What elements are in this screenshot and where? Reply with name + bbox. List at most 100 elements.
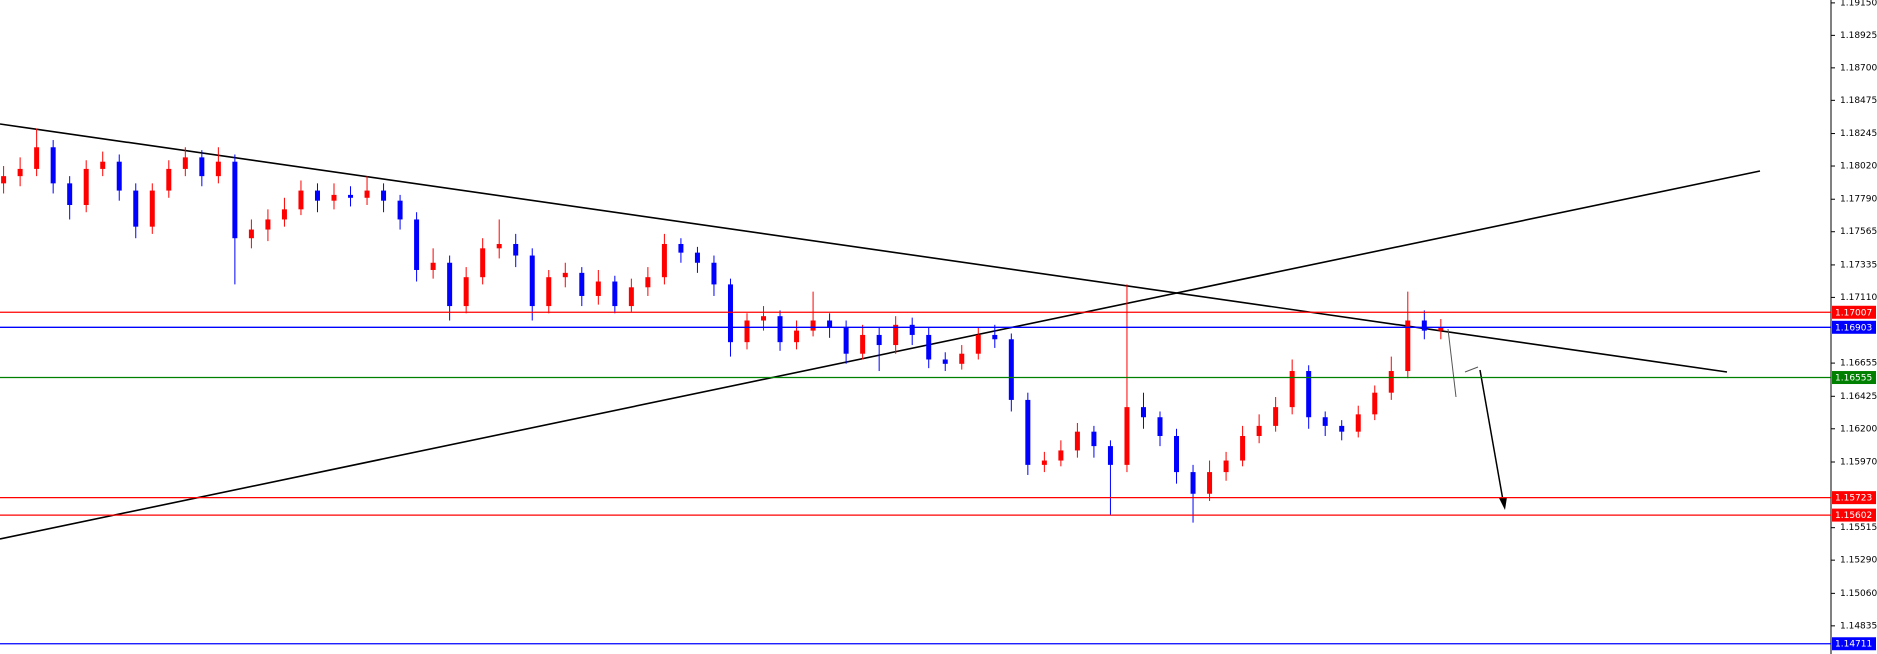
candle-body bbox=[248, 229, 254, 239]
candle-body bbox=[381, 190, 387, 201]
candle-body bbox=[1207, 472, 1213, 494]
candle-body bbox=[1091, 431, 1097, 447]
candle-body bbox=[694, 252, 700, 263]
candle-body bbox=[1289, 371, 1295, 408]
level-label-box bbox=[1832, 371, 1876, 385]
y-tick-label: 1.15060 bbox=[1840, 589, 1877, 599]
level-label: 1.14711 bbox=[1835, 640, 1872, 650]
candle-body bbox=[562, 272, 568, 278]
candle-body bbox=[1124, 407, 1130, 465]
candle-body bbox=[1372, 392, 1378, 415]
candle-body bbox=[232, 161, 238, 239]
level-label-box bbox=[1832, 305, 1876, 319]
candle-body bbox=[513, 243, 519, 256]
candle-body bbox=[727, 284, 733, 343]
y-tick-label: 1.18245 bbox=[1840, 129, 1877, 139]
candle-body bbox=[83, 168, 89, 206]
y-tick-label: 1.14835 bbox=[1840, 621, 1877, 631]
y-tick-label: 1.18925 bbox=[1840, 31, 1877, 41]
candle-body bbox=[959, 353, 965, 364]
candle-body bbox=[430, 262, 436, 270]
candle-body bbox=[1, 176, 7, 184]
candle-body bbox=[1256, 425, 1262, 436]
candle-body bbox=[1438, 327, 1444, 331]
candle-body bbox=[794, 330, 800, 343]
candle-body bbox=[777, 316, 783, 343]
y-tick-label: 1.17110 bbox=[1840, 293, 1877, 303]
y-tick-label: 1.16200 bbox=[1840, 424, 1877, 434]
candle-body bbox=[149, 190, 155, 227]
candle-body bbox=[1174, 436, 1180, 473]
candle-body bbox=[67, 183, 73, 206]
candle-body bbox=[116, 161, 122, 191]
candle-body bbox=[298, 190, 304, 210]
candle-body bbox=[1306, 371, 1312, 418]
level-label-box bbox=[1832, 637, 1876, 651]
candle-body bbox=[975, 334, 981, 354]
y-tick-label: 1.18475 bbox=[1840, 96, 1877, 106]
candle-body bbox=[579, 272, 585, 296]
candle-body bbox=[265, 219, 271, 230]
candle-body bbox=[1074, 431, 1080, 451]
candle-body bbox=[926, 334, 932, 360]
candle-body bbox=[1041, 460, 1047, 465]
candle-body bbox=[546, 277, 552, 307]
candle-body bbox=[314, 190, 320, 201]
y-tick-label: 1.17790 bbox=[1840, 195, 1877, 205]
candle-body bbox=[612, 281, 618, 307]
candle-body bbox=[1190, 472, 1196, 494]
candle-body bbox=[1405, 320, 1411, 372]
candle-body bbox=[1025, 399, 1031, 465]
drawings bbox=[0, 123, 1761, 540]
level-label-box bbox=[1832, 491, 1876, 505]
candle-body bbox=[281, 209, 287, 220]
arrow-head bbox=[1499, 497, 1507, 510]
candle-body bbox=[761, 316, 767, 321]
candle-body bbox=[133, 190, 139, 227]
candle-body bbox=[1322, 417, 1328, 426]
projection-path bbox=[1447, 328, 1457, 398]
candle-body bbox=[199, 157, 205, 177]
candle-body bbox=[1140, 407, 1146, 418]
candle-body bbox=[843, 327, 849, 354]
candle-body bbox=[1240, 436, 1246, 461]
candle-body bbox=[17, 168, 23, 177]
candle-body bbox=[827, 320, 833, 328]
candle-body bbox=[480, 248, 486, 278]
candle-body bbox=[364, 190, 370, 198]
candle-body bbox=[909, 324, 915, 335]
candle-body bbox=[463, 277, 469, 307]
candle-body bbox=[893, 324, 899, 346]
y-tick-label: 1.17335 bbox=[1840, 260, 1877, 270]
candle-body bbox=[1008, 339, 1014, 400]
candle-body bbox=[645, 277, 651, 288]
level-label: 1.16555 bbox=[1835, 374, 1872, 384]
candle-body bbox=[942, 359, 948, 364]
candle-body bbox=[166, 168, 172, 191]
candle-body bbox=[182, 157, 188, 169]
trend-line bbox=[0, 170, 1761, 540]
candle-body bbox=[100, 161, 106, 169]
y-tick-label: 1.18700 bbox=[1840, 63, 1877, 73]
y-tick-label: 1.18020 bbox=[1840, 162, 1877, 172]
candle-body bbox=[1339, 425, 1345, 432]
candle-body bbox=[711, 262, 717, 285]
projection-arrow bbox=[1479, 369, 1505, 507]
candle-body bbox=[1223, 460, 1229, 473]
candle-body bbox=[529, 255, 535, 307]
candle-body bbox=[1157, 417, 1163, 436]
projection-path bbox=[1464, 366, 1479, 373]
y-tick-label: 1.16425 bbox=[1840, 392, 1877, 402]
candle-body bbox=[1388, 371, 1394, 393]
y-tick-label: 1.15515 bbox=[1840, 523, 1877, 533]
candle-body bbox=[496, 243, 502, 249]
candle-body bbox=[34, 147, 40, 169]
candle-body bbox=[1421, 320, 1427, 331]
level-label-box bbox=[1832, 320, 1876, 334]
candle-body bbox=[1355, 414, 1361, 432]
y-tick-label: 1.15970 bbox=[1840, 457, 1877, 467]
level-label: 1.17007 bbox=[1835, 308, 1872, 318]
y-tick-label: 1.17565 bbox=[1840, 227, 1877, 237]
level-label-box bbox=[1832, 508, 1876, 522]
